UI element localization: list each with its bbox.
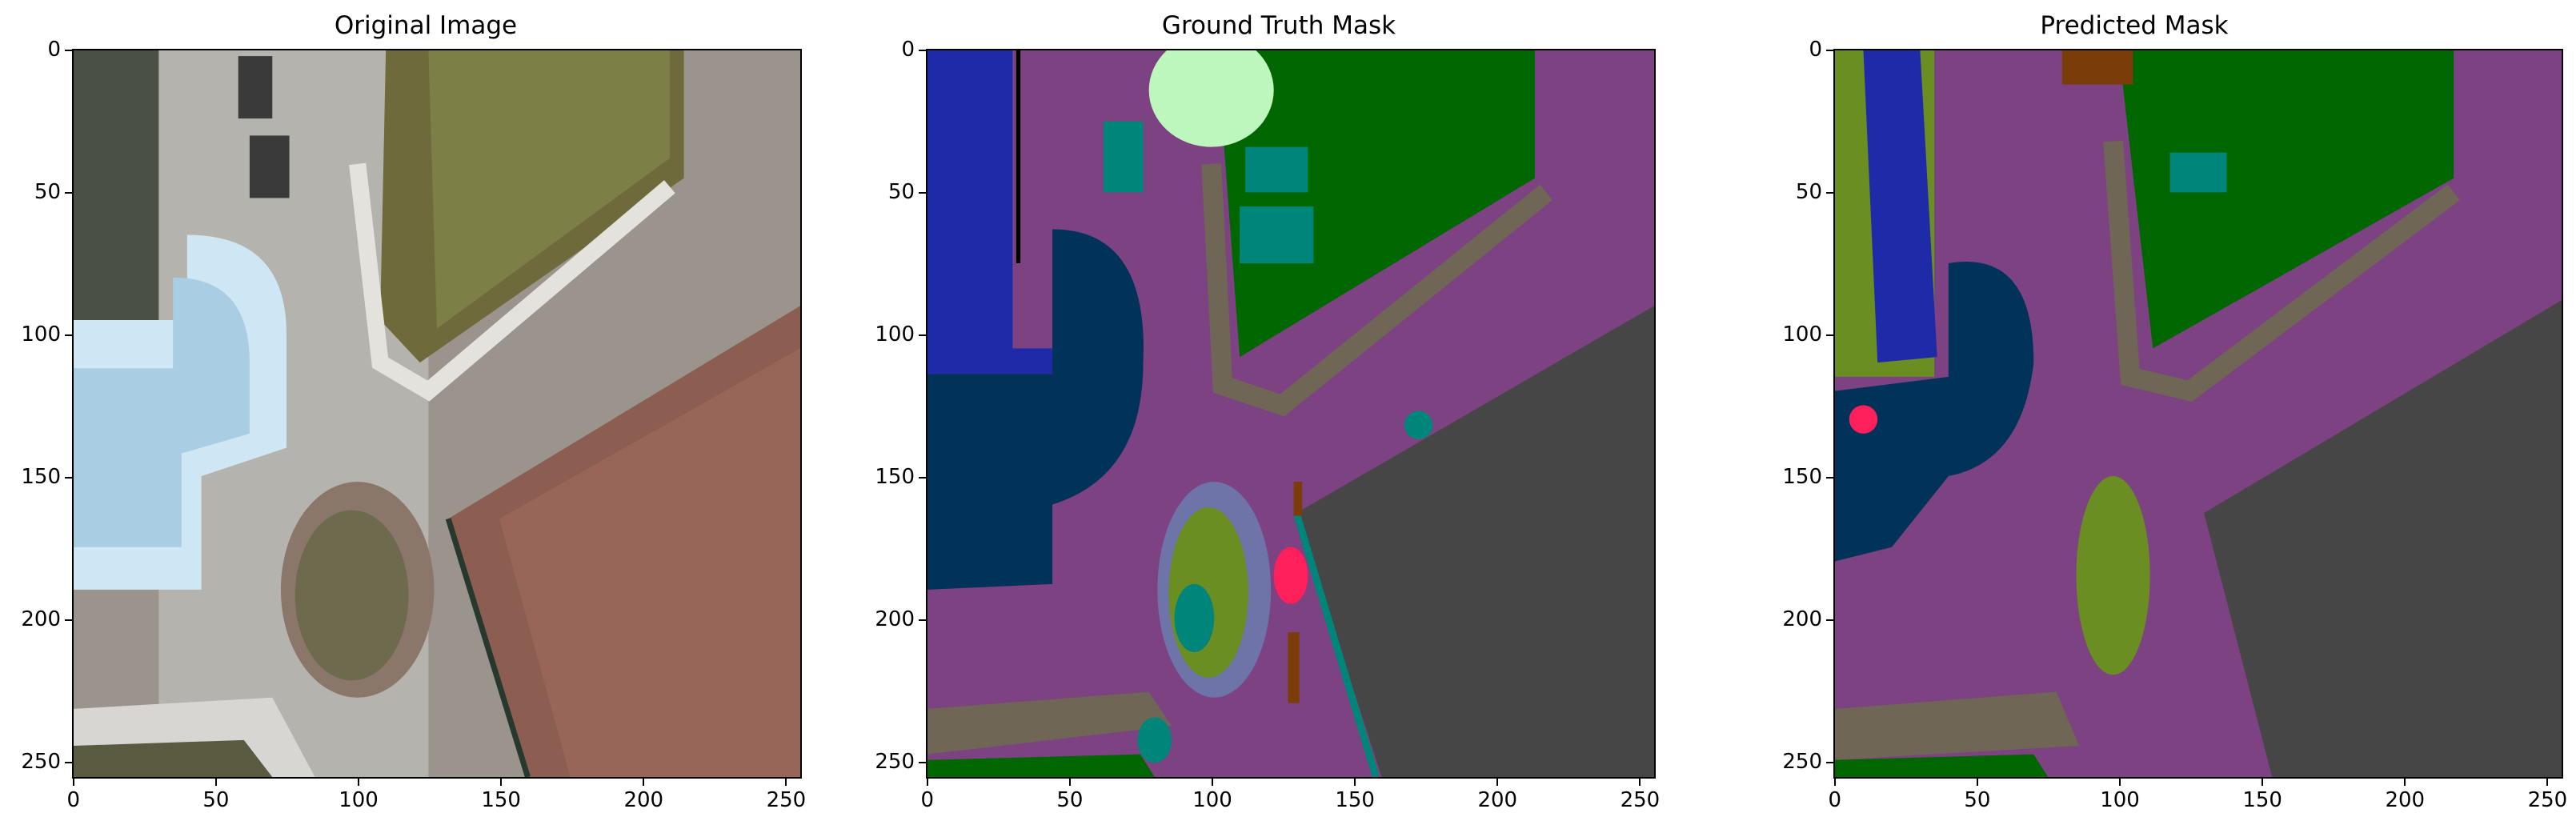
- x-tick-label: 50: [1056, 788, 1084, 812]
- x-tick-label: 0: [66, 788, 81, 812]
- y-tick-mark: [65, 477, 72, 479]
- panel-title-predicted: Predicted Mask: [2040, 11, 2229, 40]
- y-tick-mark: [919, 191, 926, 194]
- original-image-axes: [72, 49, 802, 779]
- y-tick-mark: [1826, 619, 1833, 622]
- x-tick-mark: [358, 779, 360, 786]
- y-tick-label: 0: [901, 37, 915, 62]
- y-tick-mark: [1826, 191, 1833, 194]
- x-tick-label: 200: [623, 788, 664, 812]
- x-tick-mark: [1212, 779, 1214, 786]
- x-tick-mark: [1976, 779, 1978, 786]
- y-tick-label: 200: [875, 607, 915, 632]
- y-tick-mark: [919, 477, 926, 479]
- x-tick-mark: [214, 779, 217, 786]
- y-tick-label: 250: [875, 750, 915, 775]
- y-tick-mark: [1826, 334, 1833, 337]
- x-tick-mark: [926, 779, 928, 786]
- x-tick-label: 150: [1335, 788, 1375, 812]
- x-tick-label: 250: [2527, 788, 2568, 812]
- panel-ground-truth: Ground Truth Mask: [854, 0, 1686, 833]
- y-tick-label: 200: [1782, 607, 1822, 632]
- ground-truth-axes: [926, 49, 1656, 779]
- x-tick-mark: [1833, 779, 1836, 786]
- y-tick-label: 50: [34, 179, 61, 204]
- x-tick-mark: [2404, 779, 2406, 786]
- x-tick-mark: [2262, 779, 2264, 786]
- x-tick-mark: [1068, 779, 1071, 786]
- y-tick-mark: [919, 49, 926, 51]
- x-tick-label: 0: [920, 788, 935, 812]
- y-tick-mark: [1826, 477, 1833, 479]
- y-tick-label: 0: [1809, 37, 1822, 62]
- x-tick-label: 0: [1828, 788, 1842, 812]
- y-tick-label: 100: [875, 322, 915, 347]
- y-tick-label: 100: [1782, 322, 1822, 347]
- panel-original-image: Original Image: [0, 0, 832, 833]
- x-tick-label: 150: [2242, 788, 2282, 812]
- panel-title-original: Original Image: [334, 11, 518, 40]
- y-tick-label: 250: [1782, 750, 1822, 775]
- y-tick-mark: [65, 334, 72, 337]
- predicted-mask: [1835, 50, 2562, 777]
- x-tick-mark: [2546, 779, 2549, 786]
- x-tick-label: 150: [481, 788, 521, 812]
- x-tick-label: 250: [1620, 788, 1661, 812]
- x-tick-label: 100: [1192, 788, 1232, 812]
- x-tick-label: 200: [2385, 788, 2426, 812]
- x-tick-label: 50: [1964, 788, 1991, 812]
- x-tick-mark: [500, 779, 503, 786]
- x-tick-mark: [785, 779, 787, 786]
- x-tick-label: 100: [339, 788, 379, 812]
- x-tick-label: 100: [2100, 788, 2140, 812]
- y-tick-mark: [65, 762, 72, 764]
- y-tick-label: 200: [21, 607, 61, 632]
- panel-predicted: Predicted Mask: [1734, 0, 2568, 833]
- x-tick-mark: [1639, 779, 1641, 786]
- y-tick-mark: [919, 619, 926, 622]
- y-tick-mark: [1826, 49, 1833, 51]
- x-tick-mark: [643, 779, 645, 786]
- y-tick-label: 150: [875, 465, 915, 490]
- y-tick-mark: [1826, 762, 1833, 764]
- original-photo: [74, 50, 800, 777]
- y-tick-mark: [65, 191, 72, 194]
- x-tick-mark: [1354, 779, 1356, 786]
- x-tick-label: 250: [766, 788, 807, 812]
- y-tick-label: 50: [1795, 179, 1822, 204]
- y-tick-label: 50: [887, 179, 915, 204]
- x-tick-label: 50: [202, 788, 230, 812]
- x-tick-mark: [72, 779, 74, 786]
- y-tick-mark: [919, 762, 926, 764]
- predicted-axes: [1833, 49, 2563, 779]
- x-tick-mark: [2119, 779, 2121, 786]
- ground-truth-mask: [927, 50, 1654, 777]
- y-tick-mark: [65, 49, 72, 51]
- y-tick-label: 250: [21, 750, 61, 775]
- y-tick-mark: [65, 619, 72, 622]
- y-tick-label: 150: [1782, 465, 1822, 490]
- panel-title-ground-truth: Ground Truth Mask: [1161, 11, 1396, 40]
- x-tick-label: 200: [1477, 788, 1518, 812]
- y-tick-mark: [919, 334, 926, 337]
- y-tick-label: 100: [21, 322, 61, 347]
- x-tick-mark: [1496, 779, 1499, 786]
- y-tick-label: 0: [47, 37, 61, 62]
- y-tick-label: 150: [21, 465, 61, 490]
